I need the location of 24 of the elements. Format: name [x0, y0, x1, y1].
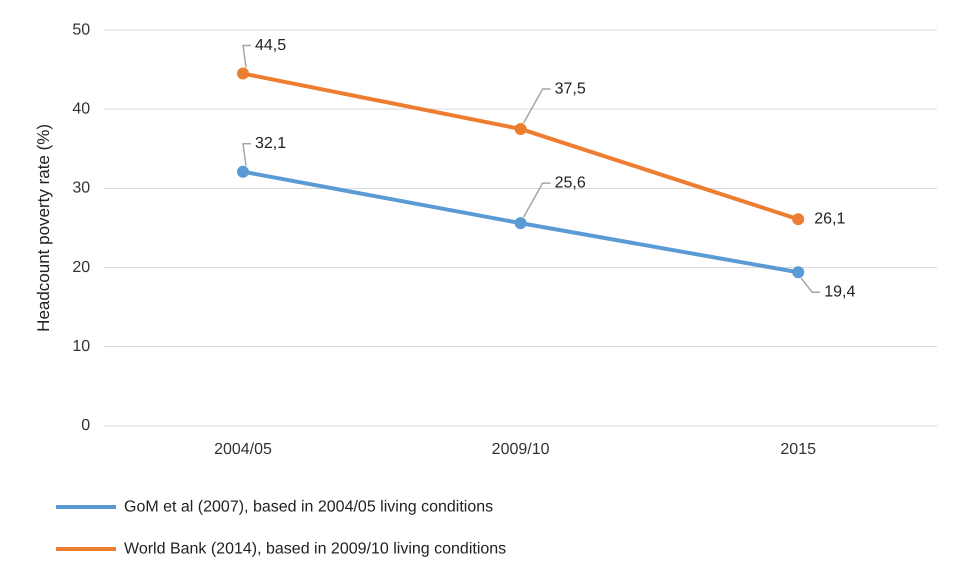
- point: [514, 217, 527, 230]
- x-tick-label: 2015: [780, 440, 816, 458]
- y-tick-label: 30: [72, 180, 90, 197]
- y-tick-label: 50: [72, 21, 90, 38]
- legend-label: World Bank (2014), based in 2009/10 living conditions: [124, 540, 506, 558]
- x-tick-label: 2004/05: [214, 440, 272, 458]
- y-tick-label: 40: [72, 100, 90, 118]
- point: [514, 122, 527, 135]
- point: [792, 213, 804, 226]
- point: [792, 266, 804, 278]
- data-label: 19,4: [824, 284, 856, 301]
- point: [237, 68, 249, 80]
- data-label: 26,1: [814, 210, 846, 228]
- x-tick-label: 2009/10: [492, 440, 550, 458]
- y-axis-title: Headcount poverty rate (%): [34, 124, 53, 332]
- y-tick-label: 0: [81, 417, 90, 434]
- y-tick-label: 20: [72, 258, 90, 276]
- data-label: 25,6: [554, 174, 586, 192]
- y-tick-label: 10: [72, 338, 90, 356]
- point: [237, 166, 249, 178]
- legend-label: GoM et al (2007), based in 2004/05 living conditions: [124, 498, 494, 516]
- data-label: 32,1: [254, 135, 286, 152]
- data-label: 44,5: [254, 36, 286, 54]
- data-label: 37,5: [554, 80, 586, 98]
